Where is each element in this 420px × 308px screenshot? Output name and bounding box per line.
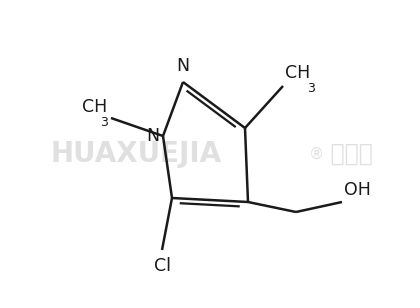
Text: HUAXUEJIA: HUAXUEJIA [50, 140, 221, 168]
Text: 化学加: 化学加 [323, 142, 373, 166]
Text: CH: CH [82, 98, 107, 116]
Text: N: N [176, 57, 189, 75]
Text: OH: OH [344, 181, 371, 199]
Text: ®: ® [309, 147, 324, 161]
Text: CH: CH [285, 64, 310, 82]
Text: 3: 3 [100, 116, 108, 129]
Text: N: N [146, 127, 159, 145]
Text: Cl: Cl [153, 257, 171, 275]
Text: 3: 3 [307, 82, 315, 95]
